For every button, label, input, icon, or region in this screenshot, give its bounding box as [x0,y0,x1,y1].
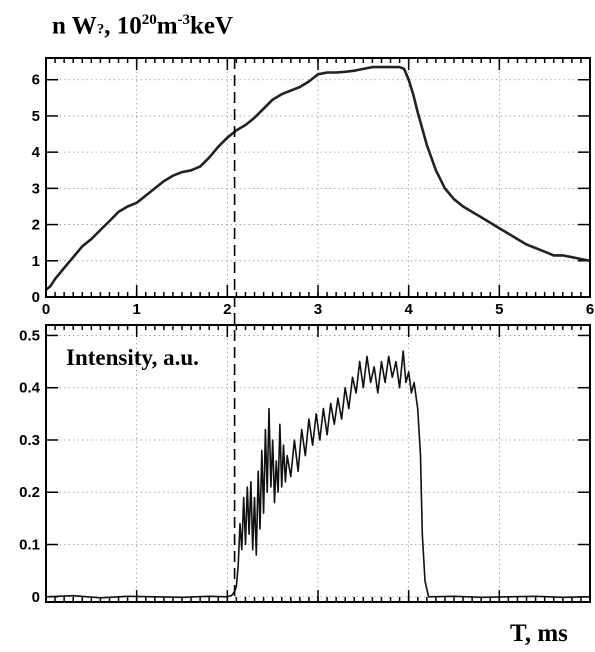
y-tick-label: 0.5 [19,327,40,344]
top-panel-tick-labels: 0 1 2 3 4 5 6 0 1 2 3 4 5 6 [32,72,595,318]
bottom-panel-frame [45,324,591,603]
bottom-panel-title: Intensity, a.u. [66,345,199,370]
y-tick-label: 5 [32,108,40,125]
y-tick-label: 6 [32,72,40,89]
y-tick-label: 0.4 [19,380,41,397]
bottom-panel-tick-labels: 0 0.1 0.2 0.3 0.4 0.5 [19,327,41,605]
y-tick-label: 0 [32,289,40,306]
x-tick-label: 5 [495,301,503,318]
bottom-panel-series-line [45,350,591,599]
top-panel-series-line [45,65,591,291]
bottom-panel: 0 0.1 0.2 0.3 0.4 0.5 [19,324,591,606]
y-tick-label: 4 [32,144,41,161]
top-panel-title: n W?, 1020m-3keV [52,12,234,40]
y-tick-label: 0.1 [19,537,40,554]
top-panel-grid [45,58,591,298]
x-tick-label: 2 [223,301,231,318]
x-axis-label: T, ms [510,620,568,647]
x-tick-label: 4 [404,301,413,318]
x-tick-label: 3 [314,301,322,318]
x-tick-label: 1 [132,301,140,318]
x-tick-label: 0 [42,301,50,318]
x-tick-label: 6 [586,301,594,318]
y-tick-label: 0 [32,589,40,606]
y-tick-label: 2 [32,217,40,234]
y-tick-label: 0.3 [19,432,40,449]
top-panel-frame [45,57,591,298]
top-panel: 0 1 2 3 4 5 6 0 1 2 3 4 5 6 [32,57,595,318]
y-tick-label: 1 [32,253,40,270]
y-tick-label: 0.2 [19,484,40,501]
y-tick-label: 3 [32,180,40,197]
